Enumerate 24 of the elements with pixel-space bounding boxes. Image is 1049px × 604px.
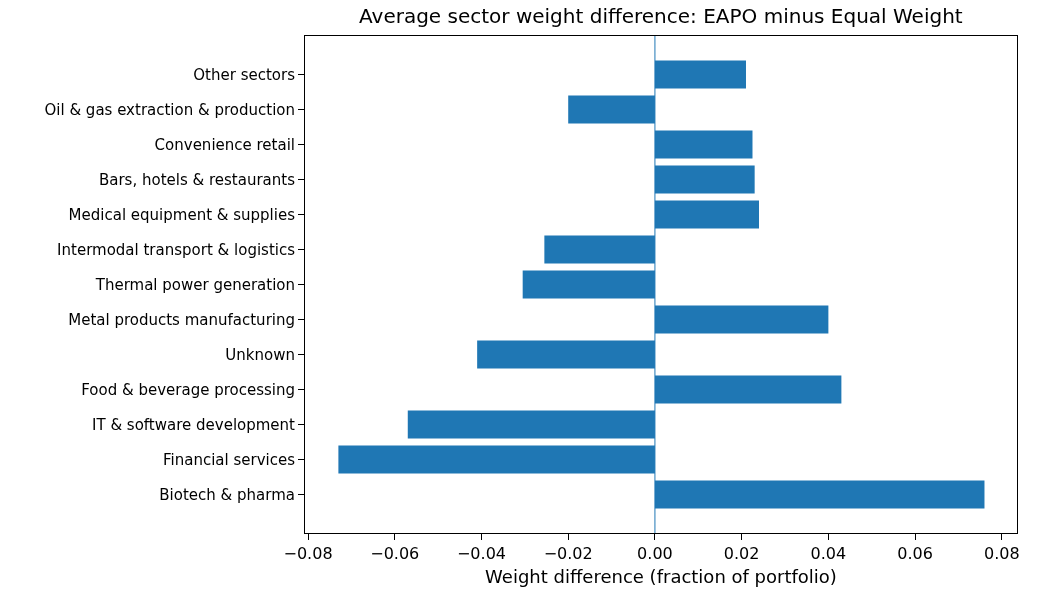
y-tick-label: Other sectors [193, 65, 296, 84]
y-tick-label: Intermodal transport & logistics [57, 240, 296, 259]
y-tick-label: Financial services [163, 450, 296, 469]
y-tick-label: IT & software development [92, 415, 296, 434]
x-axis-title: Weight difference (fraction of portfolio) [485, 566, 837, 588]
y-tick-label: Oil & gas extraction & production [44, 100, 295, 119]
x-tick-label: −0.04 [456, 544, 506, 564]
x-tick-label: −0.02 [543, 544, 593, 564]
x-tick-label: −0.06 [370, 544, 420, 564]
x-tick-label: 0.08 [984, 544, 1020, 564]
x-tick-label: 0.00 [637, 544, 673, 564]
x-tick-label: 0.06 [897, 544, 933, 564]
y-tick-label: Medical equipment & supplies [68, 205, 296, 224]
x-tick-label: −0.08 [283, 544, 333, 564]
x-tick-label: 0.02 [723, 544, 760, 564]
y-tick-label: Thermal power generation [94, 275, 295, 294]
x-tick-label: 0.04 [810, 544, 847, 564]
y-tick-label: Biotech & pharma [159, 485, 295, 504]
y-tick-label: Food & beverage processing [81, 380, 295, 399]
y-tick-label: Metal products manufacturing [68, 310, 295, 329]
chart-title: Average sector weight difference: EAPO minus Equal Weight [359, 4, 963, 29]
y-tick-label: Unknown [225, 345, 295, 364]
y-tick-label: Convenience retail [154, 135, 295, 154]
y-tick-label: Bars, hotels & restaurants [98, 170, 296, 189]
